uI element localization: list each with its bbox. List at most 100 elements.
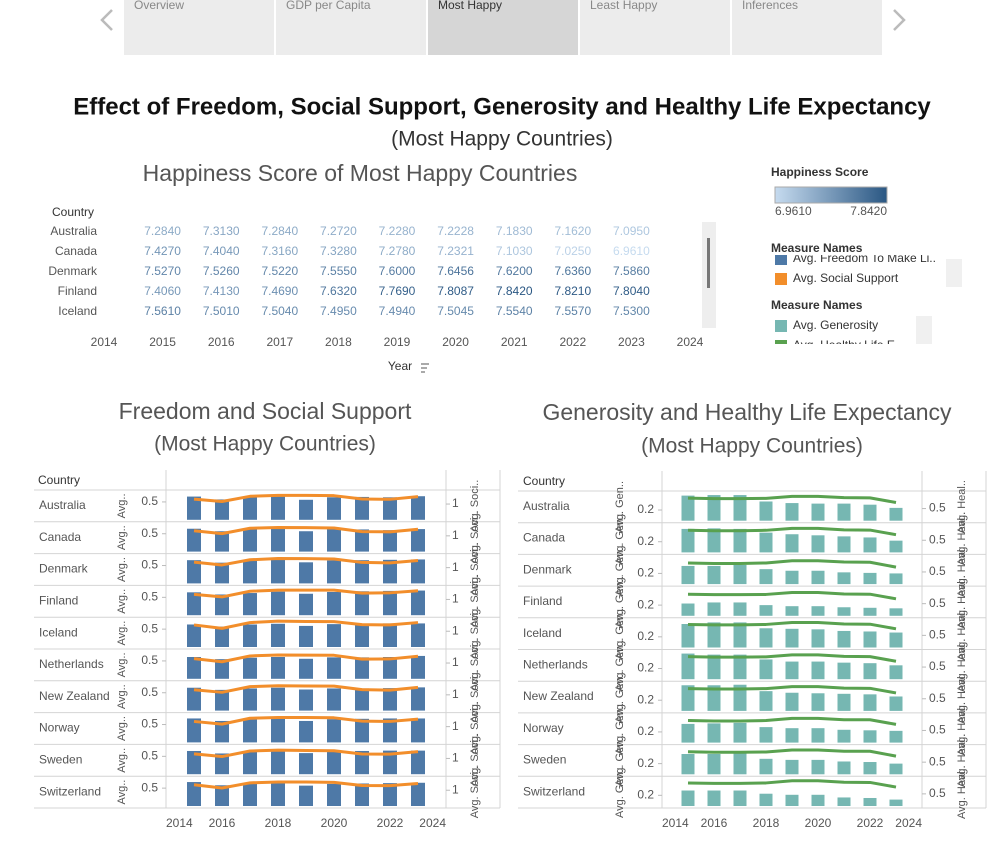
bar (271, 782, 285, 806)
bar (271, 591, 285, 616)
tab[interactable] (124, 0, 274, 55)
line (193, 556, 419, 567)
bar (327, 751, 341, 775)
y2-tick-label: 0.5 (929, 628, 946, 642)
y2-tick-label: 1 (452, 623, 459, 637)
tab-label[interactable]: Least Happy (590, 0, 657, 12)
legend-label[interactable]: Avg. Freedom To Make Li.. (793, 251, 936, 265)
row-label: Australia (39, 498, 86, 512)
row-label: Australia (523, 499, 570, 513)
legend-title: Measure Names (771, 241, 863, 255)
bar (759, 501, 773, 521)
bar (299, 658, 313, 679)
tab[interactable] (428, 0, 578, 55)
y2-axis-title: Avg. Heal.. (956, 512, 968, 566)
bar (759, 758, 773, 775)
bar (707, 685, 721, 711)
bar (243, 657, 257, 679)
next-arrow[interactable] (893, 9, 906, 31)
bar (327, 560, 341, 584)
scroll-thumb[interactable] (707, 238, 710, 288)
y-tick-label: 0.2 (637, 787, 654, 801)
bar (383, 718, 397, 743)
bar (733, 564, 747, 585)
line (687, 494, 897, 504)
sort-icon[interactable] (421, 363, 429, 373)
legend-label[interactable]: Avg. Healthy Life E.. (793, 338, 902, 352)
bar (707, 622, 721, 648)
bar (383, 623, 397, 647)
tab[interactable] (276, 0, 426, 55)
legend-swatch[interactable] (775, 273, 787, 285)
y2-tick-label: 0.5 (929, 723, 946, 737)
line (687, 748, 897, 758)
cell-value: 7.5220 (261, 264, 298, 278)
bar (299, 593, 313, 616)
cell-value: 7.8420 (496, 284, 533, 298)
y2-tick-label: 1 (452, 719, 459, 733)
cell-value: 7.6000 (379, 264, 416, 278)
bar (243, 751, 257, 775)
x-tick-label: 2019 (384, 335, 411, 349)
y2-tick-label: 0.5 (929, 532, 946, 546)
bar (811, 503, 825, 521)
bar (327, 624, 341, 647)
cell-value: 7.4950 (320, 304, 357, 318)
tab[interactable] (732, 0, 882, 55)
cell-value: 7.8087 (437, 284, 474, 298)
y-tick-label: 0.5 (141, 685, 158, 699)
bar (383, 750, 397, 775)
x-tick-label: 2018 (325, 335, 352, 349)
legend-label[interactable]: Avg. Generosity (793, 318, 878, 332)
legend-title: Happiness Score (771, 165, 869, 179)
x-tick-label: 2020 (442, 335, 469, 349)
legend-label[interactable]: Avg. Social Support (793, 271, 899, 285)
row-label: Canada (55, 244, 97, 258)
bar (383, 497, 397, 520)
legend-scroll[interactable] (946, 259, 962, 287)
x-tick-label: 2014 (662, 816, 689, 830)
tab[interactable] (580, 0, 730, 55)
tab-label[interactable]: Most Happy (438, 0, 502, 12)
cell-value: 7.2840 (261, 224, 298, 238)
bar (811, 570, 825, 585)
row-label: Canada (39, 530, 81, 544)
bar (411, 559, 425, 584)
legend-swatch[interactable] (775, 340, 787, 352)
cell-value: 7.0950 (613, 224, 650, 238)
bar (187, 528, 201, 552)
bar (785, 728, 799, 743)
bar (355, 718, 369, 743)
bar (863, 762, 877, 775)
row-label: Sweden (39, 752, 82, 766)
cell-value: 7.5610 (144, 304, 181, 318)
bar (299, 689, 313, 711)
legend-swatch[interactable] (775, 253, 787, 265)
legend-swatch[interactable] (775, 320, 787, 332)
tab-label[interactable]: Inferences (742, 0, 798, 12)
bar (243, 528, 257, 552)
line (687, 685, 897, 695)
prev-arrow[interactable] (100, 9, 113, 31)
bar (271, 750, 285, 775)
legend: Avg. Freedom To Make Li.. Avg. Social Sup… (775, 251, 936, 285)
x-tick-label: 2016 (701, 816, 728, 830)
y-axis-title: Avg. Gen.. (614, 576, 626, 628)
bar (215, 531, 229, 552)
y2-axis-title: Avg. Heal.. (956, 480, 968, 534)
bar (811, 693, 825, 711)
tab-label[interactable]: Overview (134, 0, 184, 12)
bar (681, 754, 695, 775)
bar (271, 718, 285, 743)
bar (759, 569, 773, 585)
bar (383, 783, 397, 806)
legend-scroll[interactable] (916, 316, 932, 344)
tab-label[interactable]: GDP per Capita (286, 0, 371, 12)
y2-axis-title: Avg. Heal.. (956, 639, 968, 693)
bar (837, 797, 851, 806)
cell-value: 7.2228 (437, 224, 474, 238)
bar (215, 562, 229, 584)
cell-value: 7.2840 (144, 224, 181, 238)
bar (785, 606, 799, 616)
chart-subtitle: (Most Happy Countries) (154, 433, 376, 456)
